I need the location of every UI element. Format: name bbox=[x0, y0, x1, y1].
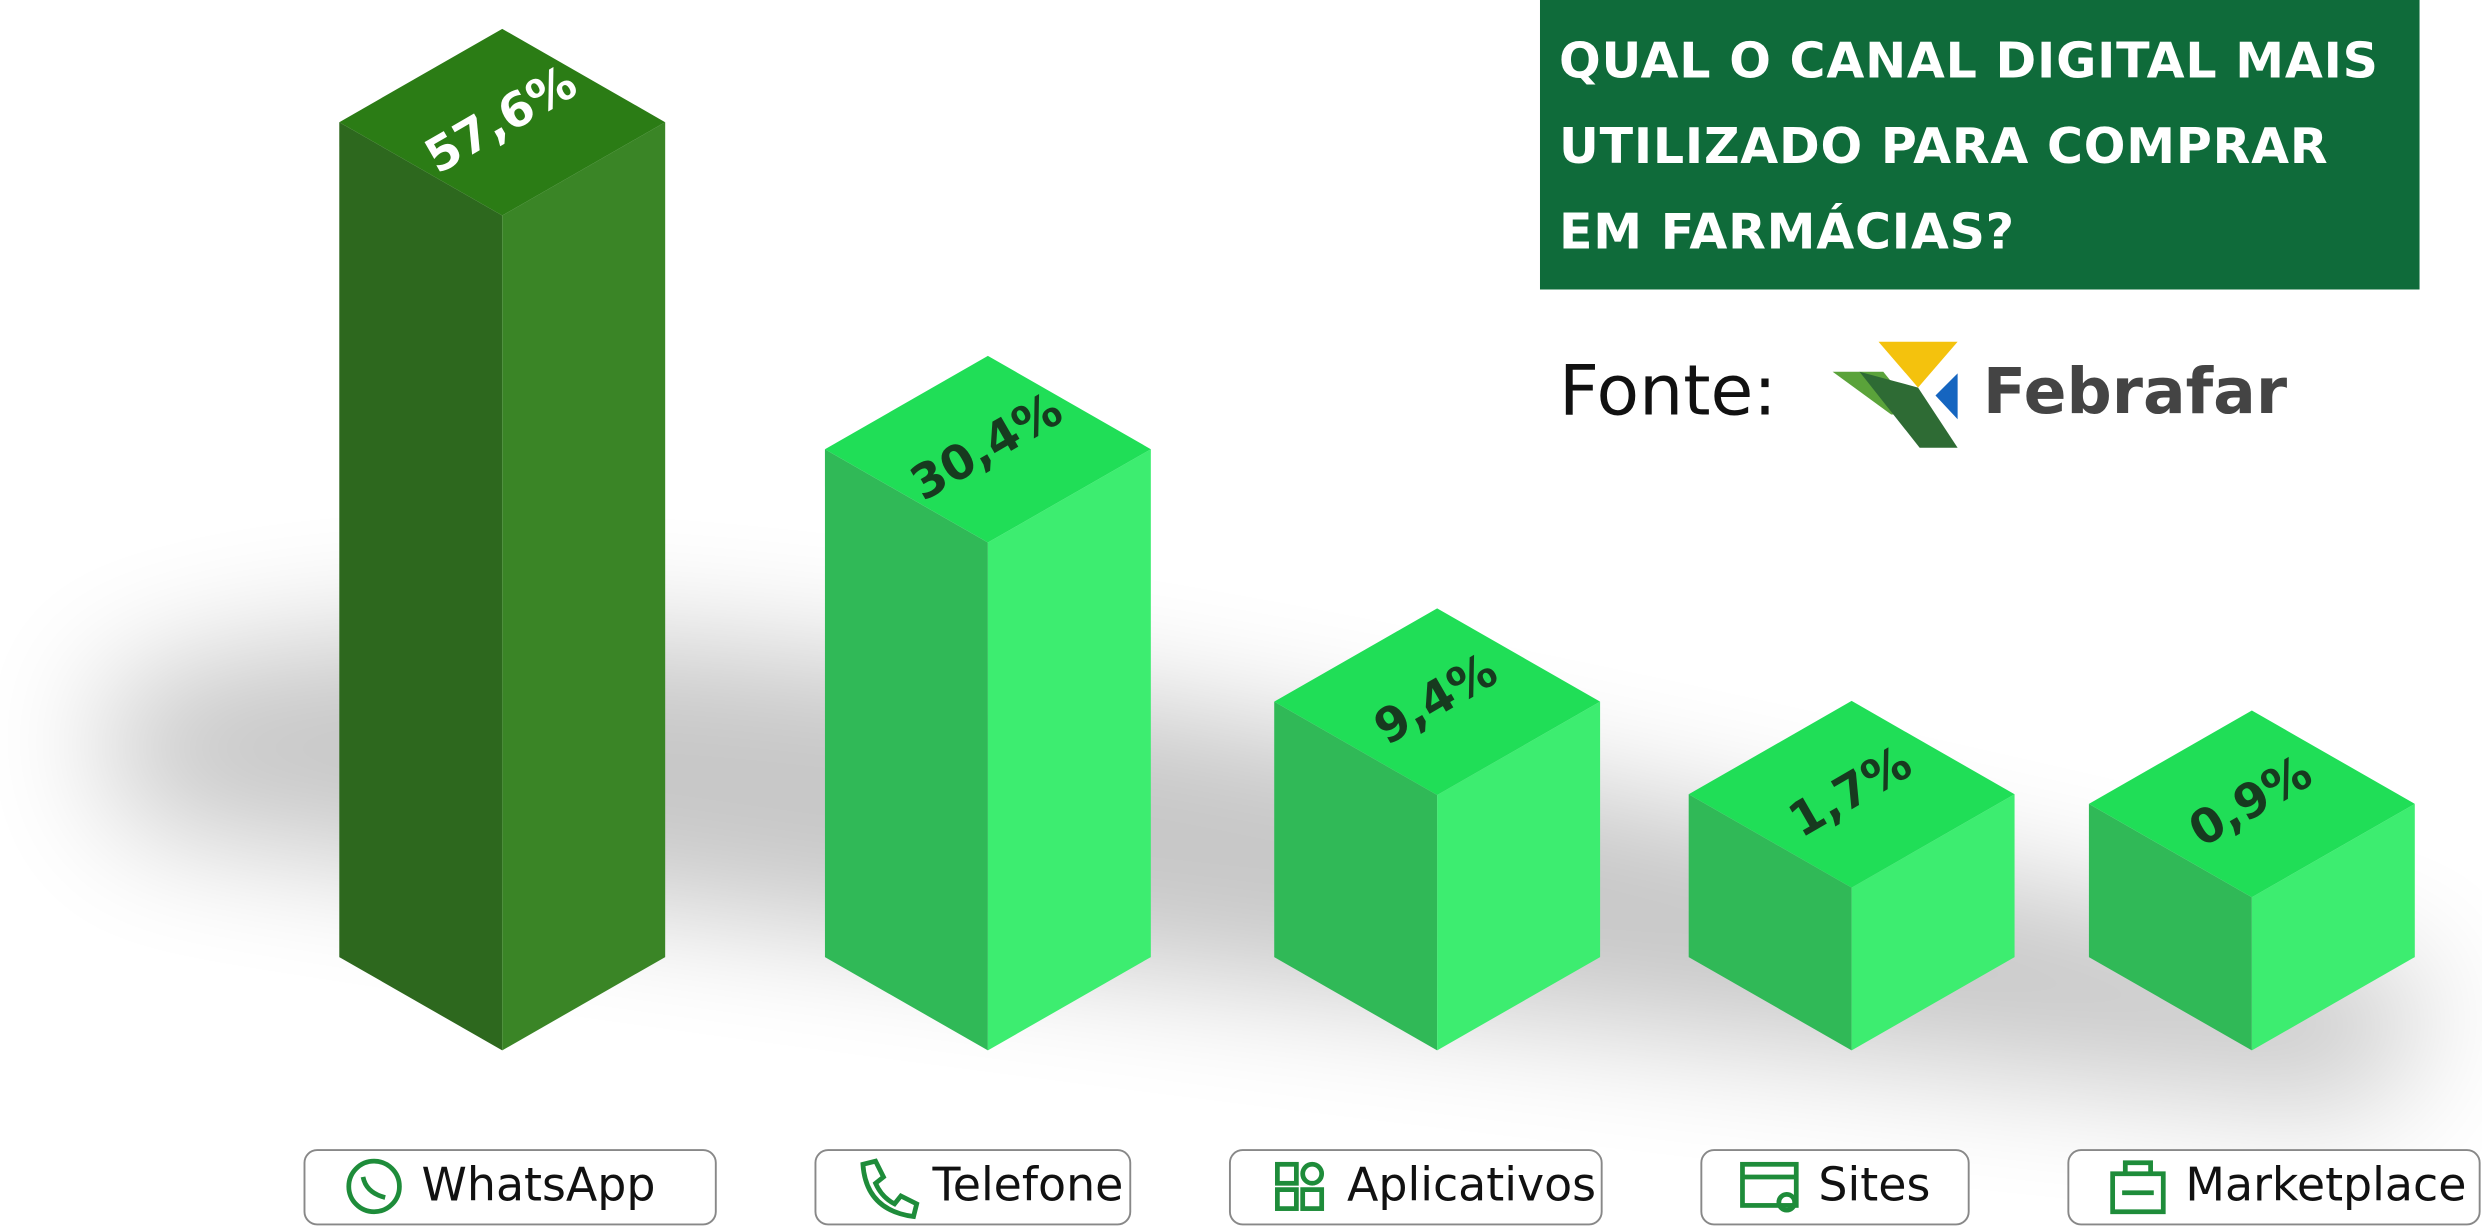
x-tick-label: WhatsApp bbox=[422, 1158, 656, 1212]
bar-right-face bbox=[2251, 803, 2415, 1051]
category-chip: Sites bbox=[1700, 1149, 1970, 1226]
bar: 9,4% bbox=[1274, 608, 1601, 1051]
x-tick-label: Sites bbox=[1818, 1158, 1930, 1212]
x-tick-label: Telefone bbox=[932, 1158, 1124, 1212]
bar-top-face bbox=[1274, 608, 1601, 796]
icon bbox=[346, 1158, 402, 1215]
bar-left-face bbox=[824, 449, 988, 1051]
category-chip: Aplicativos bbox=[1228, 1149, 1603, 1226]
chip-border bbox=[2067, 1149, 2481, 1226]
icon bbox=[1300, 1187, 1325, 1211]
logo bbox=[1832, 341, 1958, 448]
title-wrap: QUAL O CANAL DIGITAL MAIS UTILIZADO PARA… bbox=[1558, 33, 2379, 262]
title-box bbox=[1539, 0, 2420, 290]
bar-right-face bbox=[502, 122, 666, 1051]
source: Febrafar bbox=[1983, 354, 2288, 428]
bar: 1,7% bbox=[1688, 700, 2015, 1051]
bar: 0,9% bbox=[2088, 710, 2415, 1051]
icon bbox=[1275, 1161, 1299, 1186]
icon bbox=[1740, 1161, 1799, 1208]
chart-title: QUAL O CANAL DIGITAL MAIS UTILIZADO PARA… bbox=[1558, 33, 2379, 262]
category-chip: WhatsApp bbox=[303, 1149, 717, 1226]
x-tick-label: Marketplace bbox=[2185, 1158, 2466, 1212]
source-label: Fonte: bbox=[1559, 351, 1777, 432]
icon bbox=[860, 1158, 920, 1220]
bar-left-face bbox=[1274, 701, 1438, 1051]
bar-top-face bbox=[339, 28, 666, 216]
bar-left-face bbox=[339, 122, 503, 1051]
bar-right-face bbox=[1851, 794, 2015, 1051]
icon bbox=[1275, 1187, 1299, 1211]
bar-top-face bbox=[824, 355, 1151, 543]
icon bbox=[2110, 1160, 2166, 1215]
bar-top-face bbox=[1688, 700, 2015, 888]
category-chip: Telefone bbox=[814, 1149, 1132, 1226]
bar: 57,6% bbox=[339, 28, 666, 1051]
category-chip: Marketplace bbox=[2067, 1149, 2481, 1226]
icon bbox=[1300, 1161, 1325, 1186]
bar-right-face bbox=[1437, 701, 1601, 1051]
chip-border bbox=[303, 1149, 717, 1226]
x-tick-label: Aplicativos bbox=[1347, 1158, 1596, 1212]
bar-left-face bbox=[2088, 803, 2252, 1051]
bar: 30,4% bbox=[824, 355, 1151, 1051]
icon bbox=[360, 1176, 386, 1200]
icon bbox=[1776, 1191, 1798, 1213]
bar-right-face bbox=[987, 449, 1151, 1051]
bar-left-face bbox=[1688, 794, 1852, 1051]
